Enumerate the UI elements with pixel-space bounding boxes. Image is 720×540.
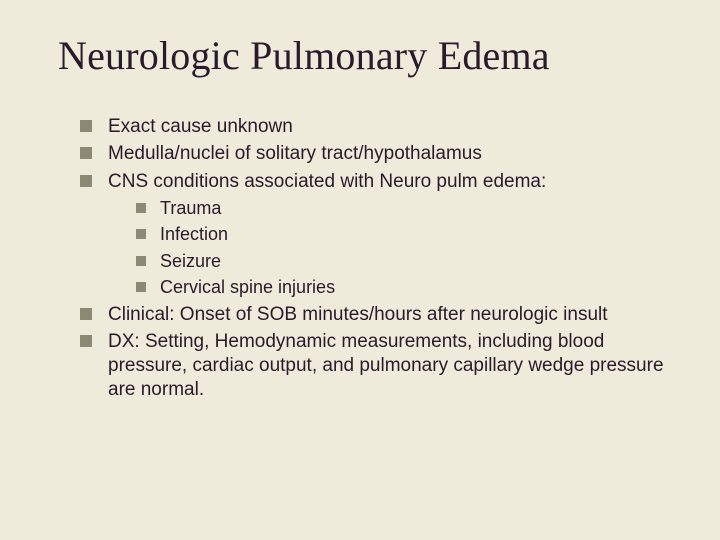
sub-bullet-item: Seizure: [136, 250, 676, 273]
sub-bullet-item: Infection: [136, 223, 676, 246]
sub-bullet-text: Trauma: [160, 198, 221, 218]
sub-bullet-list: Trauma Infection Seizure Cervical spine …: [108, 197, 676, 300]
bullet-item: CNS conditions associated with Neuro pul…: [80, 170, 676, 300]
bullet-item: Medulla/nuclei of solitary tract/hypotha…: [80, 142, 676, 166]
sub-bullet-text: Infection: [160, 224, 228, 244]
slide-title: Neurologic Pulmonary Edema: [58, 32, 676, 79]
bullet-item: Clinical: Onset of SOB minutes/hours aft…: [80, 303, 676, 327]
bullet-text: Clinical: Onset of SOB minutes/hours aft…: [108, 304, 608, 325]
sub-bullet-item: Trauma: [136, 197, 676, 220]
bullet-text: DX: Setting, Hemodynamic measurements, i…: [108, 331, 664, 401]
bullet-item: Exact cause unknown: [80, 115, 676, 139]
slide: Neurologic Pulmonary Edema Exact cause u…: [0, 0, 720, 540]
bullet-item: DX: Setting, Hemodynamic measurements, i…: [80, 330, 676, 403]
bullet-text: Exact cause unknown: [108, 116, 293, 137]
sub-bullet-item: Cervical spine injuries: [136, 276, 676, 299]
bullet-text: CNS conditions associated with Neuro pul…: [108, 171, 546, 192]
sub-bullet-text: Seizure: [160, 251, 221, 271]
bullet-text: Medulla/nuclei of solitary tract/hypotha…: [108, 143, 482, 164]
bullet-list: Exact cause unknown Medulla/nuclei of so…: [58, 115, 676, 403]
sub-bullet-text: Cervical spine injuries: [160, 277, 335, 297]
